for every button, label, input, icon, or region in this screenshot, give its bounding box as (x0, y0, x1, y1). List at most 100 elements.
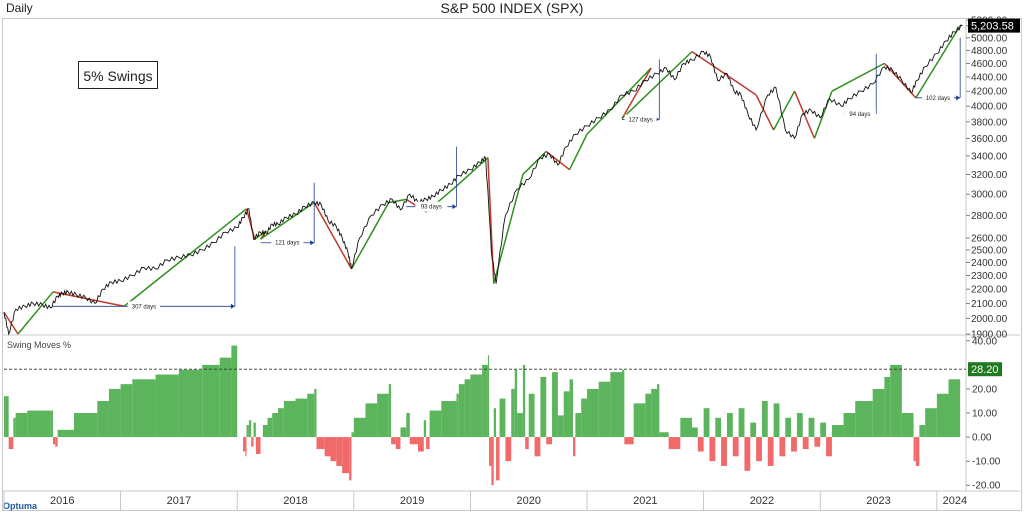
duration-label-bg (922, 92, 955, 103)
duration-label: 127 days (628, 117, 652, 123)
negative-swing-bar (349, 437, 352, 481)
price-tick-label: 2600.00 (971, 233, 1008, 244)
indicator-title: Swing Moves % (7, 340, 72, 350)
positive-swing-bar (843, 413, 856, 438)
year-label: 2022 (750, 495, 774, 507)
positive-swing-bar (429, 410, 442, 438)
price-tick-label: 3800.00 (971, 117, 1008, 128)
indicator-tick-label: 10.00 (972, 409, 997, 420)
negative-swing-bar (251, 437, 254, 447)
positive-swing-bar (406, 413, 410, 438)
price-tick-label: 3400.00 (971, 151, 1008, 162)
year-label: 2020 (516, 495, 540, 507)
negative-swing-bar (779, 437, 786, 457)
duration-annotation: 127 days (622, 59, 660, 125)
swing-up-line (568, 133, 588, 171)
optuma-logo: Optuma (3, 501, 38, 511)
chart-frame (2, 18, 1022, 511)
positive-swing-bar (423, 420, 427, 438)
positive-swing-bar (598, 381, 611, 438)
price-tick-label: 2300.00 (971, 271, 1008, 282)
positive-swing-bar (622, 369, 625, 438)
swing-up-line (915, 25, 961, 99)
arrow-head (230, 303, 235, 309)
duration-label: 93 days (421, 205, 442, 211)
negative-swing-bar (55, 437, 58, 447)
negative-swing-bar (915, 437, 920, 466)
positive-swing-bar (925, 408, 937, 438)
indicator-value-label: 28.20 (971, 364, 999, 376)
positive-swing-bar (587, 388, 599, 438)
duration-annotation: 94 days (843, 53, 877, 119)
swing-down-line (245, 208, 256, 240)
price-tick-label: 2500.00 (971, 245, 1008, 256)
swing-setting-box: 5% Swings (78, 61, 158, 89)
positive-swing-bar (691, 427, 698, 438)
price-tick-label: 3600.00 (971, 134, 1008, 145)
negative-swing-bar (491, 437, 494, 486)
positive-swing-bar (231, 345, 238, 438)
positive-swing-bar (178, 369, 203, 438)
positive-swing-bar (703, 408, 710, 438)
last-price-tag (968, 18, 1020, 33)
positive-swing-bar (57, 429, 74, 438)
chart-title: S&P 500 INDEX (SPX) (440, 0, 584, 16)
positive-swing-bar (919, 425, 926, 438)
price-axis: 1900.00 2000.00 2100.00 2200.00 2300.00 2400.… (966, 16, 1020, 341)
duration-label: 102 days (926, 96, 950, 102)
negative-swing-bar (697, 437, 704, 452)
negative-swing-bar (324, 437, 331, 457)
positive-swing-bar (38, 410, 51, 438)
negative-swing-bar (336, 437, 343, 466)
duration-label-bg (843, 108, 876, 119)
price-tick-label: 4600.00 (971, 59, 1008, 70)
positive-swing-bar (726, 413, 733, 438)
duration-annotation: 307 days (52, 246, 236, 312)
swing-up-line (621, 51, 693, 120)
price-tick-label: 4000.00 (971, 102, 1008, 113)
positive-swing-bar (680, 417, 692, 438)
positive-swing-bar (936, 393, 949, 438)
year-label: 2024 (943, 495, 967, 507)
positive-swing-bar (785, 417, 792, 438)
negative-swing-bar (316, 437, 325, 450)
positive-swing-bar (610, 372, 623, 438)
swing-down-line (621, 67, 652, 120)
positive-swing-bar (575, 413, 582, 438)
swing-up-line (772, 90, 796, 131)
positive-swing-bar (73, 413, 98, 438)
positive-swing-bar (108, 388, 121, 438)
negative-swing-bar (391, 437, 396, 445)
indicator-tick-label: 20.00 (972, 384, 997, 395)
price-tick-label: 3200.00 (971, 170, 1008, 181)
negative-swing-bar (732, 437, 739, 457)
swing-down-line (487, 157, 495, 284)
positive-swing-bar (552, 372, 558, 438)
year-label: 2018 (283, 495, 307, 507)
price-tick-label: 2100.00 (971, 299, 1008, 310)
positive-swing-bar (563, 391, 570, 438)
positive-swing-bar (278, 408, 284, 438)
positive-swing-bar (353, 417, 366, 438)
negative-swing-bar (417, 437, 424, 452)
swing-up-line (586, 67, 652, 135)
swing-up-line (17, 291, 54, 335)
positive-swing-bar (659, 432, 669, 438)
positive-swing-bar (884, 376, 891, 438)
negative-swing-bar (534, 437, 541, 457)
positive-swing-bar (202, 364, 220, 438)
price-tick-label: 5000.00 (971, 33, 1008, 44)
positive-swing-bar (796, 413, 803, 438)
year-label: 2017 (167, 495, 191, 507)
positive-swing-bar (656, 384, 660, 438)
positive-swing-bar (651, 388, 657, 438)
positive-swing-bar (581, 398, 588, 438)
swing-down-line (691, 50, 757, 96)
negative-swing-bar (668, 437, 681, 450)
indicator-panel: 40.00 20.00 10.00 0.00 -10.00 -20.00 28.20 (4, 336, 1002, 492)
negative-swing-bar (330, 437, 337, 462)
duration-label-bg (415, 201, 448, 212)
positive-swing-bar (351, 432, 354, 438)
swing-down-line (755, 94, 775, 131)
